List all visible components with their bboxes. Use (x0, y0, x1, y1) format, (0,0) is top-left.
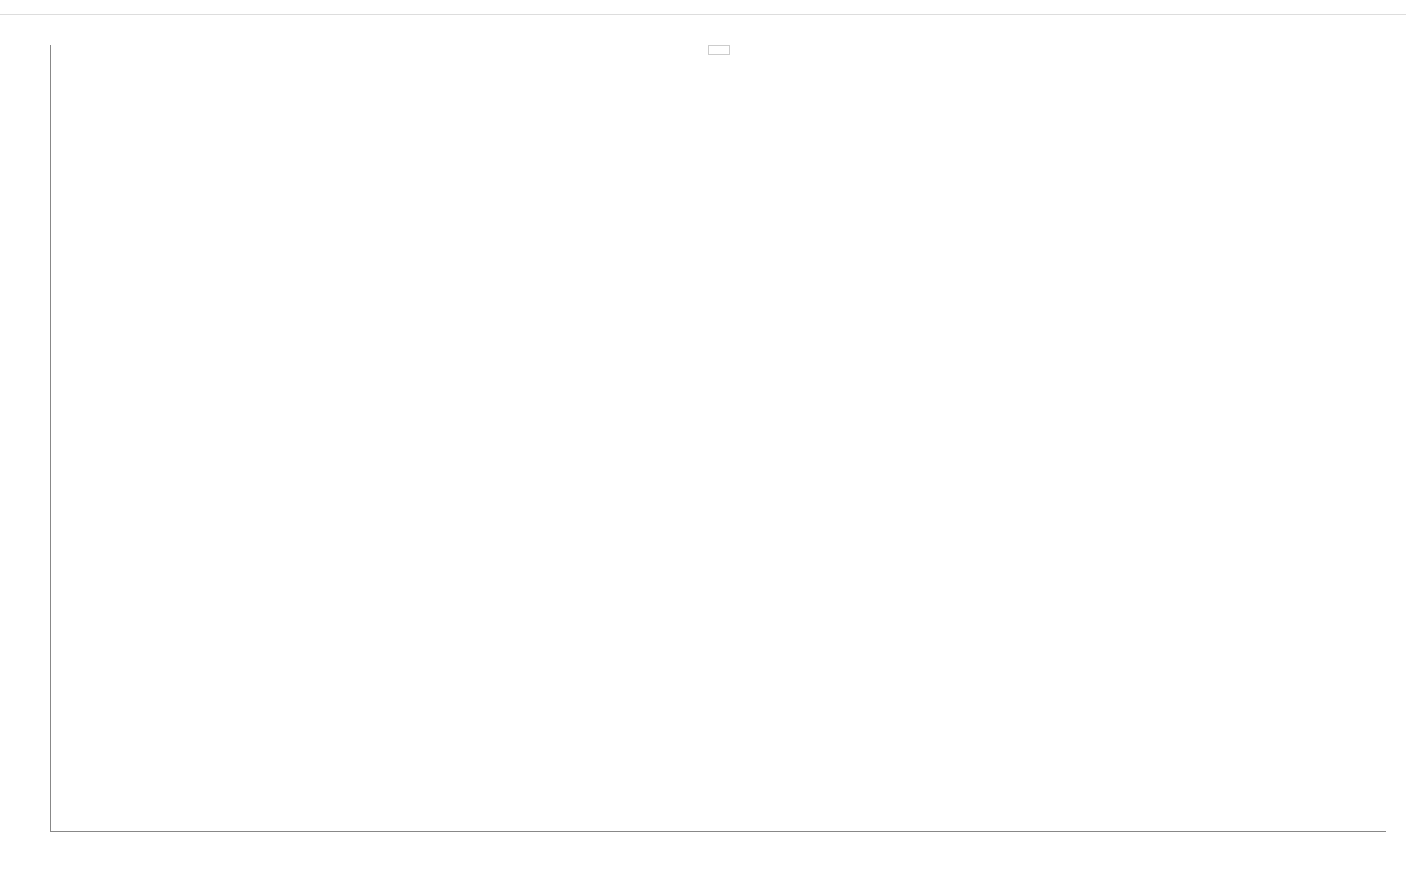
chart-container (0, 0, 1406, 892)
plot-wrap (50, 45, 1386, 832)
plot-area (50, 45, 1386, 832)
title-bar (0, 0, 1406, 15)
legend-correlation (708, 45, 730, 55)
